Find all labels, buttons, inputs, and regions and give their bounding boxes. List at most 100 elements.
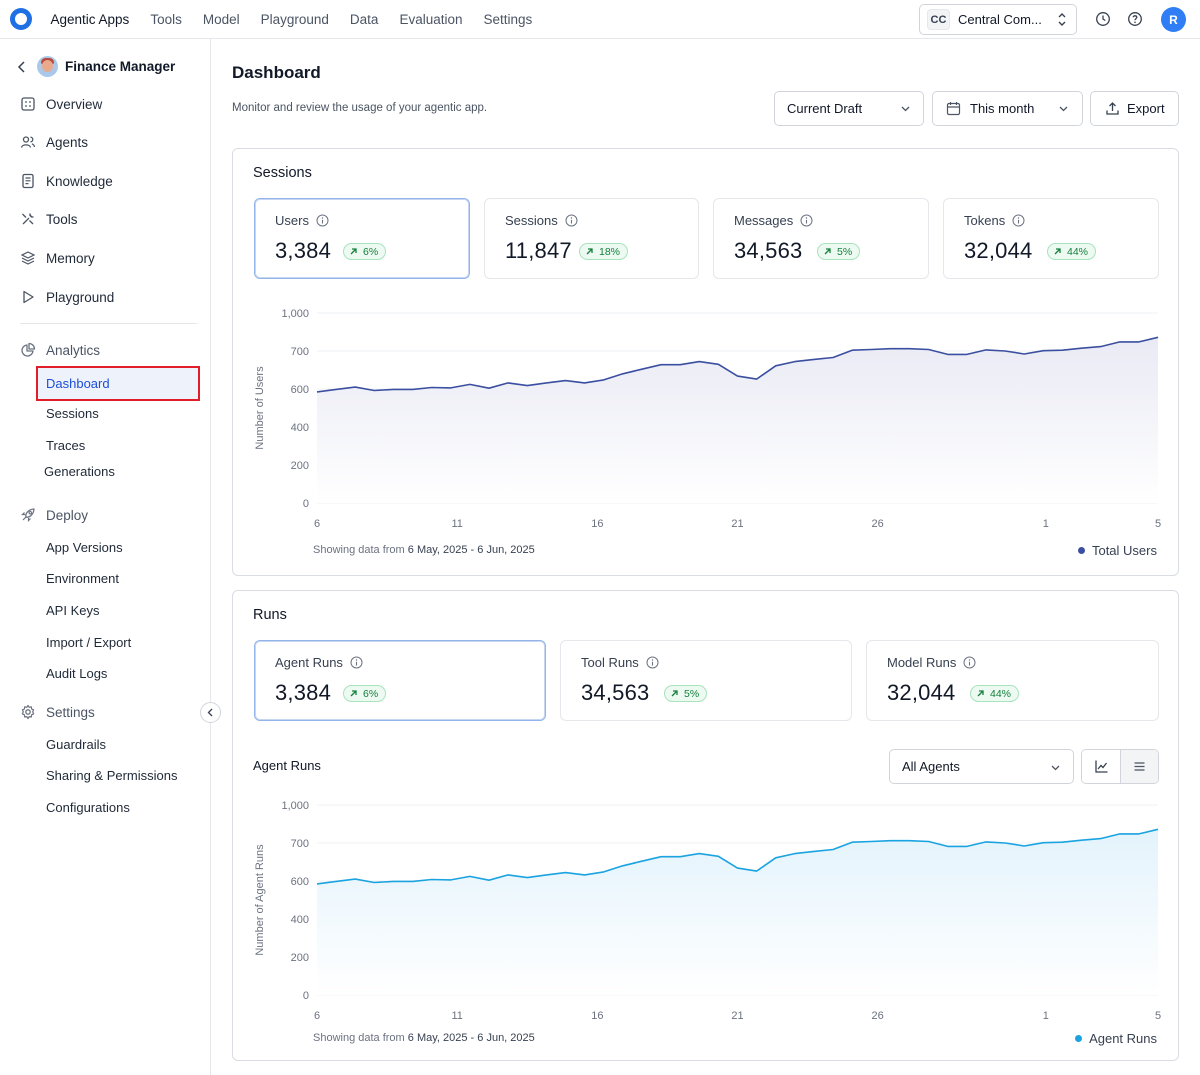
stat-card-messages[interactable]: Messages 34,563 5% bbox=[713, 198, 929, 279]
tab-agentic-apps[interactable]: Agentic Apps bbox=[50, 12, 130, 27]
sidebar-item-sessions[interactable]: Sessions bbox=[46, 406, 99, 421]
sidebar-divider bbox=[20, 323, 197, 324]
stat-card-tool-runs[interactable]: Tool Runs 34,563 5% bbox=[560, 640, 852, 721]
sidebar-item-label: Tools bbox=[46, 211, 78, 227]
info-icon[interactable] bbox=[565, 214, 578, 227]
tab-playground[interactable]: Playground bbox=[260, 12, 329, 27]
sidebar-item-tools[interactable]: Tools bbox=[20, 209, 78, 229]
sidebar-item-agents[interactable]: Agents bbox=[20, 132, 88, 152]
play-icon bbox=[23, 290, 34, 304]
sidebar-item-generations[interactable]: Generations bbox=[44, 464, 115, 479]
chart-legend: Agent Runs bbox=[1075, 1031, 1157, 1046]
showing-range: Showing data from 6 May, 2025 - 6 Jun, 2… bbox=[313, 1032, 535, 1044]
tab-model[interactable]: Model bbox=[202, 12, 240, 27]
stat-card-tokens[interactable]: Tokens 32,044 44% bbox=[943, 198, 1159, 279]
stat-card-users[interactable]: Users 3,384 6% bbox=[254, 198, 470, 279]
stat-label: Messages bbox=[734, 213, 794, 228]
agent-filter-select[interactable]: All Agents bbox=[889, 749, 1074, 784]
sidebar-item-configurations[interactable]: Configurations bbox=[46, 800, 130, 815]
x-tick-label: 26 bbox=[872, 1010, 884, 1022]
sidebar-item-guardrails[interactable]: Guardrails bbox=[46, 737, 106, 752]
change-value: 18% bbox=[599, 245, 621, 258]
info-icon[interactable] bbox=[800, 214, 813, 227]
users-icon bbox=[20, 136, 36, 148]
info-icon[interactable] bbox=[350, 656, 363, 669]
x-tick-label: 5 bbox=[1155, 1010, 1161, 1022]
chevron-up-down-icon bbox=[1058, 13, 1066, 26]
user-avatar[interactable]: R bbox=[1161, 7, 1186, 32]
agent-filter-value: All Agents bbox=[902, 759, 960, 774]
y-tick-label: 700 bbox=[291, 346, 309, 358]
change-value: 5% bbox=[684, 687, 700, 700]
stat-card-sessions[interactable]: Sessions 11,847 18% bbox=[484, 198, 699, 279]
sidebar-item-app-versions[interactable]: App Versions bbox=[46, 540, 123, 555]
y-tick-label: 0 bbox=[303, 498, 309, 510]
sidebar-item-audit-logs[interactable]: Audit Logs bbox=[46, 666, 108, 681]
change-value: 5% bbox=[837, 245, 853, 258]
chevron-down-icon bbox=[901, 106, 910, 112]
info-icon[interactable] bbox=[1012, 214, 1025, 227]
runs-title: Runs bbox=[253, 607, 287, 623]
history-clock-icon[interactable] bbox=[1095, 11, 1111, 27]
sidebar-item-overview[interactable]: Overview bbox=[20, 94, 102, 114]
change-value: 44% bbox=[1067, 245, 1089, 258]
info-icon[interactable] bbox=[316, 214, 329, 227]
export-button[interactable]: Export bbox=[1090, 91, 1179, 126]
org-selector[interactable]: CC Central Com... bbox=[919, 4, 1077, 35]
stat-card-model-runs[interactable]: Model Runs 32,044 44% bbox=[866, 640, 1159, 721]
app-logo[interactable] bbox=[10, 8, 32, 30]
chart-view-toggle bbox=[1081, 749, 1159, 784]
sidebar-item-traces[interactable]: Traces bbox=[46, 438, 86, 453]
y-tick-label: 1,000 bbox=[281, 308, 309, 320]
series-area bbox=[317, 337, 1158, 503]
grid-icon bbox=[21, 97, 35, 111]
tab-evaluation[interactable]: Evaluation bbox=[399, 12, 463, 27]
sidebar-section-label: Settings bbox=[46, 704, 95, 720]
sidebar-item-import-export[interactable]: Import / Export bbox=[46, 635, 132, 650]
sidebar-section-analytics[interactable]: Analytics bbox=[20, 340, 100, 360]
showing-prefix: Showing data from bbox=[313, 1032, 405, 1044]
stat-label: Sessions bbox=[505, 213, 558, 228]
sidebar-item-environment[interactable]: Environment bbox=[46, 571, 119, 586]
sidebar-item-knowledge[interactable]: Knowledge bbox=[20, 171, 113, 191]
sidebar-item-dashboard[interactable]: Dashboard bbox=[36, 366, 200, 401]
sidebar-item-sharing-permissions[interactable]: Sharing & Permissions bbox=[46, 768, 178, 783]
y-tick-label: 200 bbox=[291, 952, 309, 964]
back-arrow-icon[interactable] bbox=[16, 61, 28, 73]
x-tick-label: 5 bbox=[1155, 518, 1161, 530]
sidebar-item-playground[interactable]: Playground bbox=[20, 287, 114, 307]
help-icon[interactable] bbox=[1127, 11, 1143, 27]
change-value: 44% bbox=[990, 687, 1012, 700]
chevron-down-icon bbox=[1059, 106, 1068, 112]
line-chart-view-button[interactable] bbox=[1082, 750, 1120, 783]
tab-tools[interactable]: Tools bbox=[150, 12, 182, 27]
info-icon[interactable] bbox=[646, 656, 659, 669]
sidebar-section-settings[interactable]: Settings bbox=[20, 702, 95, 722]
info-icon[interactable] bbox=[963, 656, 976, 669]
change-value: 6% bbox=[363, 687, 379, 700]
version-select[interactable]: Current Draft bbox=[774, 91, 924, 126]
sidebar-section-deploy[interactable]: Deploy bbox=[20, 505, 88, 525]
arrow-up-right-icon bbox=[586, 248, 593, 255]
date-range-select[interactable]: This month bbox=[932, 91, 1083, 126]
collapse-sidebar-button[interactable] bbox=[200, 702, 221, 723]
calendar-icon bbox=[946, 102, 961, 116]
stat-card-agent-runs[interactable]: Agent Runs 3,384 6% bbox=[254, 640, 546, 721]
table-view-button[interactable] bbox=[1120, 750, 1158, 783]
list-icon bbox=[1134, 762, 1145, 771]
tab-data[interactable]: Data bbox=[349, 12, 379, 27]
y-tick-label: 600 bbox=[291, 384, 309, 396]
users-chart: 0 200 400 600 700 1,000 Number of Users 6 11 16 21… bbox=[254, 308, 1161, 530]
tab-settings[interactable]: Settings bbox=[483, 12, 533, 27]
x-tick-label: 1 bbox=[1043, 1010, 1049, 1022]
chevron-left-icon bbox=[207, 708, 213, 717]
top-bar: Agentic Apps Tools Model Playground Data… bbox=[0, 0, 1200, 39]
sidebar-item-api-keys[interactable]: API Keys bbox=[46, 603, 100, 618]
sidebar-item-memory[interactable]: Memory bbox=[20, 248, 95, 268]
arrow-up-right-icon bbox=[824, 248, 831, 255]
arrow-up-right-icon bbox=[350, 690, 357, 697]
legend-label: Total Users bbox=[1091, 543, 1157, 558]
x-tick-label: 11 bbox=[451, 518, 462, 530]
stat-value: 32,044 bbox=[887, 680, 956, 705]
change-badge: 18% bbox=[579, 243, 629, 260]
